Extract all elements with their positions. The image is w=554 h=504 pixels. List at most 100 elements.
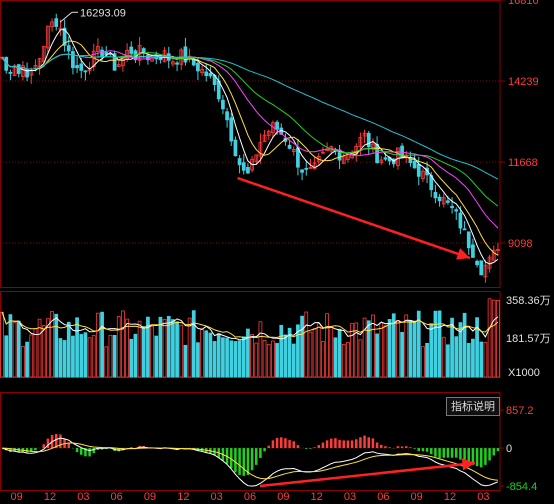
volume-bar [496,299,500,378]
volume-bar [0,311,4,378]
candle-body [458,212,463,229]
x-tick-label: 03 [77,491,89,503]
volume-bar [433,310,438,378]
volume-bar [46,318,50,378]
candle-body [496,249,500,251]
candle-body [200,68,204,74]
volume-bar [58,338,63,378]
volume-bar [391,313,396,378]
candle-body [483,264,488,278]
divergence-arrow-price [237,176,471,260]
volume-bar [104,346,109,378]
price-tick-label: 14239 [508,76,539,88]
volume-bar [466,342,471,378]
volume-bar [237,340,242,378]
volume-bar [187,317,192,378]
volume-bar [196,342,200,378]
candle-body [79,63,84,71]
ma-line-60 [1,53,499,180]
volume-bar [137,320,142,378]
volume-bar [146,316,150,378]
x-tick-label: 03 [211,491,223,503]
candle-body [471,244,475,258]
candle-body [87,68,92,72]
volume-bar [341,344,346,378]
volume-bar [387,319,392,378]
candle-body [479,260,484,276]
volume-bar [21,345,25,378]
candle-body [258,142,263,157]
volume-bar [50,311,54,378]
x-tick-label: 06 [111,491,123,503]
candle-body [462,228,467,231]
macd-histogram [0,434,500,476]
volume-bar [141,326,146,378]
candle-body [37,58,42,67]
volume-bar [246,328,250,378]
volume-bar [150,325,154,378]
candle-body [396,147,400,166]
macd-y-axis: 857.2 0 -854.4 [500,405,537,493]
candle-body [379,159,384,164]
volume-bar [404,314,409,378]
volume-bar [233,341,238,378]
volume-bar [179,324,184,378]
volume-bar [12,322,17,378]
volume-bar [250,334,254,378]
volume-bar [241,336,246,378]
volume-bar [316,323,321,378]
volume-bar [112,334,117,378]
candle-body [141,48,146,54]
volume-bar [96,312,100,378]
macd-dea-line [2,442,498,481]
candle-body [312,162,317,170]
peak-label: 16293.09 [80,7,126,19]
candle-body [308,167,313,169]
candle-body [291,148,296,153]
volume-bar [271,340,275,378]
x-tick-label: 06 [244,491,256,503]
volume-bar [100,311,104,378]
volume-bar [87,337,92,378]
volume-bar [471,338,475,378]
volume-bar [375,333,379,378]
x-tick-label: 12 [44,491,56,503]
volume-unit-label: X1000 [508,367,540,379]
volume-bar [487,298,492,378]
volume-bar [358,339,363,378]
price-tick-label: 16810 [508,0,539,7]
candle-body [433,191,438,199]
volume-bar [454,336,459,378]
peak-annotation: 16293.09 [59,7,126,23]
candle-body [416,163,421,177]
volume-bar [371,314,375,378]
volume-bar [62,340,67,378]
candle-body [246,166,250,174]
volume-bar [154,335,159,378]
candle-body [71,51,75,69]
volume-bar [329,327,334,378]
volume-bar [208,332,213,378]
candle-body [75,65,79,69]
volume-bar [221,337,225,378]
volume-bar [116,316,121,378]
volume-bar [133,333,138,378]
x-tick-label: 03 [477,491,489,503]
candle-body [491,249,496,261]
volume-bar [171,319,175,378]
candle-body [450,205,454,209]
moving-average-lines [1,29,499,265]
volume-bar [16,320,21,378]
indicator-explain-button[interactable]: 指标说明 [446,397,500,416]
candle-body [104,51,109,56]
candle-body [300,169,304,173]
volume-bar [225,337,229,378]
candle-body [241,162,246,171]
candle-body [466,231,471,249]
macd-arrow-shaft [259,461,476,488]
volume-bar [229,340,234,378]
volume-bar [425,342,429,378]
candle-body [8,72,13,74]
candle-body [208,72,213,77]
volume-bar [291,343,296,378]
